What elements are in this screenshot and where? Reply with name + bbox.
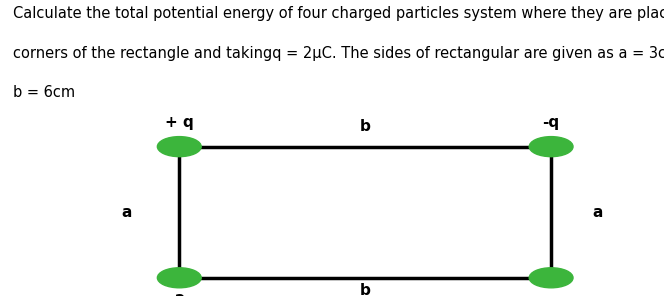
- Ellipse shape: [529, 137, 573, 157]
- Text: corners of the rectangle and takingq = 2μC. The sides of rectangular are given a: corners of the rectangle and takingq = 2…: [13, 46, 664, 61]
- Text: b: b: [360, 119, 371, 134]
- Ellipse shape: [157, 268, 201, 288]
- Text: a: a: [121, 205, 131, 220]
- Text: + q: + q: [165, 115, 194, 131]
- Ellipse shape: [529, 268, 573, 288]
- Text: b: b: [360, 283, 371, 296]
- Text: a: a: [592, 205, 603, 220]
- Text: b = 6cm: b = 6cm: [13, 85, 76, 100]
- Ellipse shape: [157, 137, 201, 157]
- Text: +2q: +2q: [162, 294, 197, 296]
- Text: Calculate the total potential energy of four charged particles system where they: Calculate the total potential energy of …: [13, 6, 664, 21]
- Text: +q: +q: [539, 294, 563, 296]
- Text: -q: -q: [542, 115, 560, 131]
